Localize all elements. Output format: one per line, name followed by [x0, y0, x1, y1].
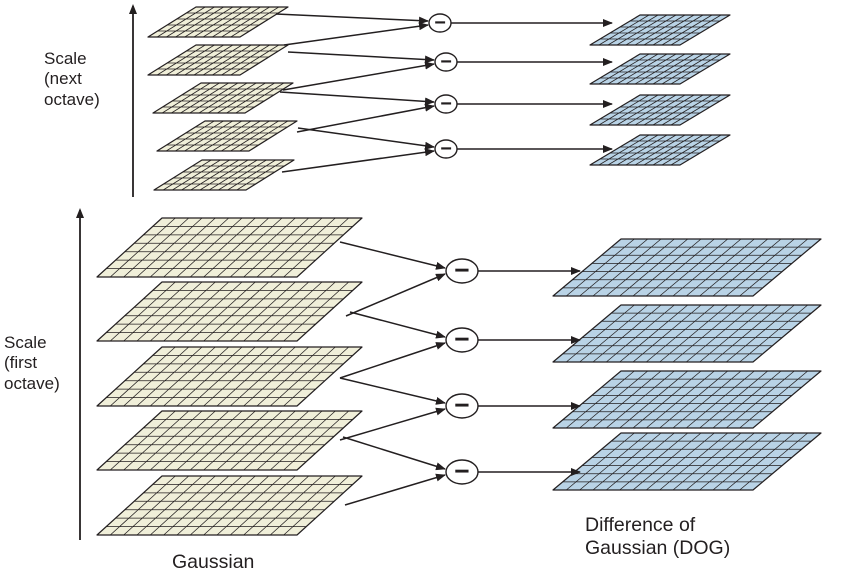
next-octave-subtract-op: − [434, 51, 458, 73]
next-octave-input-arrow [282, 61, 435, 91]
first-octave-input-arrow [339, 377, 446, 405]
next-octave-gaussian-layer [147, 44, 289, 76]
next-octave-subtract-op: − [434, 138, 458, 160]
first-octave-input-arrow [339, 241, 446, 270]
first-octave-subtract-op: − [445, 456, 479, 486]
first-octave-subtract-op: − [445, 255, 479, 285]
first-octave-dog-layer [552, 238, 822, 297]
next-octave-dog-layer [589, 134, 731, 166]
next-octave-gaussian-layer [152, 82, 294, 114]
svg-text:−: − [454, 456, 469, 486]
next-octave-input-arrow [287, 51, 435, 64]
svg-text:−: − [440, 51, 452, 73]
first-octave-label-line-2: (first [4, 353, 38, 373]
svg-text:−: − [454, 324, 469, 354]
dog-label-line-1: Difference of [585, 514, 696, 536]
next-octave-input-arrow [275, 13, 429, 25]
next-octave-input-arrow [279, 91, 435, 106]
next-octave-dog-layer [589, 14, 731, 46]
first-octave-gaussian-layer [96, 475, 363, 536]
next-octave-label-line-3: octave) [44, 89, 100, 109]
first-octave-gaussian-layer [96, 410, 363, 471]
first-octave-input-arrow [339, 342, 446, 379]
next-octave-dog-layer [589, 94, 731, 126]
svg-text:−: − [454, 255, 469, 285]
first-octave-gaussian-layer [96, 281, 363, 342]
gaussian-label: Gaussian [172, 551, 255, 573]
first-octave-label-line-1: Scale [4, 333, 47, 352]
first-octave-scale-label: Scale (first octave) [4, 333, 60, 394]
first-octave-input-arrow [344, 473, 446, 506]
next-octave-gaussian-layer [147, 6, 289, 38]
svg-text:−: − [454, 390, 469, 420]
svg-text:−: − [440, 138, 452, 160]
first-octave-subtract-op: − [445, 390, 479, 420]
svg-text:−: − [440, 93, 452, 115]
next-octave-subtract-op: − [428, 12, 452, 34]
first-octave-input-arrow [349, 311, 446, 339]
dog-label-line-2: Gaussian (DOG) [585, 537, 731, 560]
next-octave-input-arrow [296, 103, 435, 133]
first-octave-dog-layer [552, 304, 822, 363]
first-octave-input-arrow [342, 436, 446, 471]
next-octave-scale-label: Scale (next octave) [44, 49, 100, 110]
first-octave-gaussian-layer [96, 217, 363, 278]
next-octave-gaussian-layer [153, 159, 295, 191]
first-octave-input-arrow [339, 407, 446, 441]
next-octave-subtract-op: − [434, 93, 458, 115]
first-octave-label-line-3: octave) [4, 373, 60, 393]
first-octave-subtract-op: − [445, 324, 479, 354]
next-octave-label-line-2: (next [44, 69, 82, 89]
next-octave-label-line-1: Scale [44, 49, 87, 68]
next-octave-input-arrow [283, 22, 429, 46]
first-octave-gaussian-layer [96, 346, 363, 407]
dog-label: Difference of Gaussian (DOG) [585, 514, 730, 561]
first-octave-dog-layer [552, 370, 822, 429]
next-octave-input-arrow [297, 127, 435, 150]
next-octave-input-arrow [281, 148, 435, 173]
next-octave-scale-axis-head [129, 4, 137, 14]
first-octave-dog-layer [552, 432, 822, 491]
next-octave-gaussian-layer [156, 120, 298, 152]
first-octave-scale-axis-head [76, 208, 84, 218]
first-octave-input-arrow [345, 273, 446, 317]
next-octave-dog-layer [589, 53, 731, 85]
svg-text:−: − [434, 12, 446, 34]
